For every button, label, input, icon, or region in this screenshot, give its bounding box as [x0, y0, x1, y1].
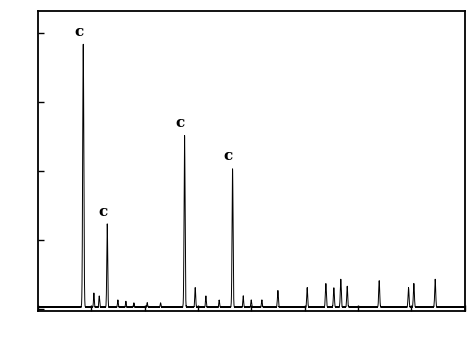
Text: c: c — [176, 116, 185, 130]
Text: c: c — [74, 25, 83, 39]
Text: c: c — [98, 204, 108, 219]
Text: c: c — [224, 149, 233, 163]
